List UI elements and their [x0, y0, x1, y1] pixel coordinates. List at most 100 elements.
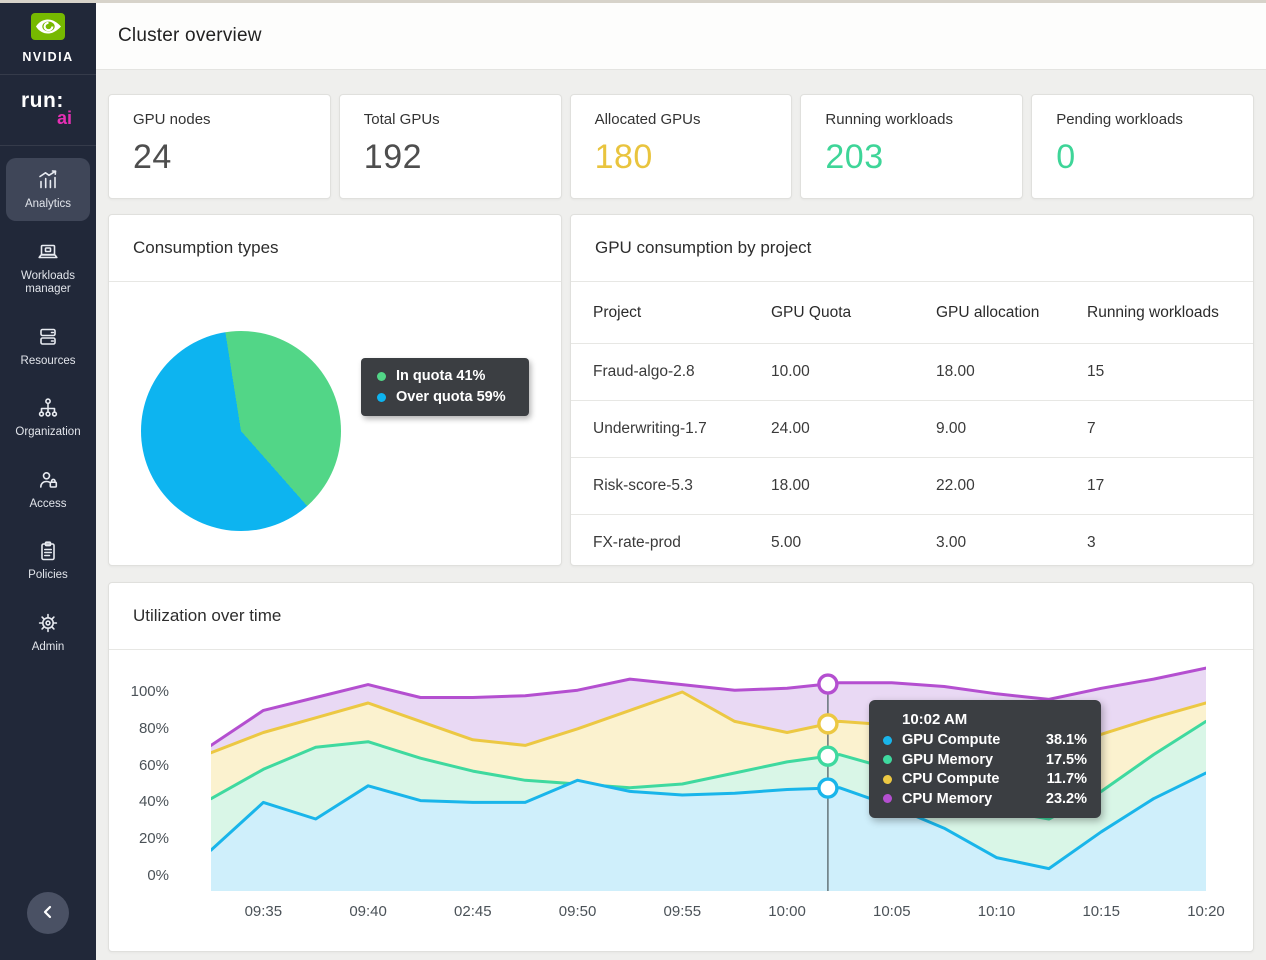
cell-running-workloads: 15 — [1087, 363, 1105, 380]
cell-project: FX-rate-prod — [593, 534, 681, 551]
sidebar-item-resources[interactable]: Resources — [6, 315, 90, 378]
window-top-strip — [0, 0, 1266, 3]
projects-table: Project GPU Quota GPU allocation Running… — [571, 282, 1253, 571]
x-axis-label: 09:55 — [663, 903, 702, 920]
consumption-types-panel: Consumption types In quota 41% Over quot… — [108, 214, 562, 566]
cell-gpu-allocation: 18.00 — [936, 363, 975, 380]
tooltip-row: GPU Compute 38.1% — [883, 732, 1087, 748]
cell-running-workloads: 7 — [1087, 420, 1096, 437]
x-axis-label: 10:20 — [1187, 903, 1225, 920]
org-tree-icon — [36, 396, 60, 420]
table-header-row: Project GPU Quota GPU allocation Running… — [571, 282, 1253, 343]
consumption-pie-chart[interactable] — [141, 331, 341, 531]
nvidia-eye-icon — [27, 12, 69, 47]
stat-value: 0 — [1056, 138, 1076, 176]
stat-label: Running workloads — [825, 111, 953, 128]
sidebar-item-label: Admin — [31, 640, 65, 653]
cell-running-workloads: 3 — [1087, 534, 1096, 551]
reference-marker — [817, 673, 839, 695]
column-header-gpu-quota: GPU Quota — [771, 303, 852, 321]
table-row[interactable]: Risk-score-5.3 18.00 22.00 17 — [571, 457, 1253, 514]
pie-chart-area: In quota 41% Over quota 59% — [109, 282, 561, 567]
sidebar-collapse-button[interactable] — [27, 892, 69, 934]
nvidia-logo: NVIDIA — [0, 0, 96, 75]
panel-title: Utilization over time — [109, 583, 1253, 650]
clipboard-icon — [36, 539, 60, 563]
column-header-running-workloads: Running workloads — [1087, 303, 1219, 321]
cell-gpu-quota: 10.00 — [771, 363, 810, 380]
stat-label: GPU nodes — [133, 111, 211, 128]
cell-gpu-quota: 5.00 — [771, 534, 802, 551]
y-axis-label: 60% — [138, 756, 169, 774]
sidebar: NVIDIA run: ai Analytics — [0, 0, 96, 960]
sidebar-item-label: Policies — [28, 569, 68, 581]
x-axis-label: 02:45 — [454, 903, 492, 920]
series-dot — [883, 755, 892, 764]
sidebar-item-label: Access — [29, 497, 67, 510]
cell-gpu-quota: 18.00 — [771, 477, 810, 494]
utilization-panel: Utilization over time 10:02 AM GPU Compu… — [108, 582, 1254, 952]
page-header: Cluster overview — [96, 3, 1266, 70]
stat-label: Pending workloads — [1056, 111, 1183, 128]
series-line-cpu-memory — [211, 666, 1206, 747]
series-dot — [883, 794, 892, 803]
cell-project: Underwriting-1.7 — [593, 420, 707, 437]
chart-tooltip: 10:02 AM GPU Compute 38.1% GPU Memory 17… — [869, 700, 1101, 818]
x-axis-label: 10:15 — [1082, 903, 1121, 920]
nvidia-wordmark: NVIDIA — [22, 50, 74, 64]
sidebar-item-label: Resources — [20, 354, 76, 367]
cell-project: Risk-score-5.3 — [593, 477, 693, 494]
pie-legend: In quota 41% Over quota 59% — [361, 358, 529, 416]
sidebar-nav: Analytics Workloads manager — [0, 158, 96, 672]
series-line-gpu-compute — [211, 771, 1206, 871]
table-row[interactable]: Fraud-algo-2.8 10.00 18.00 15 — [571, 343, 1253, 400]
cell-running-workloads: 17 — [1087, 477, 1105, 494]
servers-icon — [36, 325, 60, 349]
sidebar-item-access[interactable]: Access — [6, 458, 90, 521]
sidebar-item-organization[interactable]: Organization — [6, 386, 90, 449]
legend-item-over-quota: Over quota 59% — [377, 389, 529, 405]
x-axis-label: 09:50 — [558, 903, 597, 920]
series-dot — [883, 735, 892, 745]
tooltip-row: CPU Memory 23.2% — [883, 791, 1087, 807]
reference-marker — [817, 745, 839, 767]
table-row[interactable]: Underwriting-1.7 24.00 9.00 7 — [571, 400, 1253, 457]
x-axis-label: 10:00 — [768, 903, 806, 920]
sidebar-item-label: Analytics — [24, 198, 72, 210]
sidebar-item-label: Organization — [15, 426, 81, 438]
sidebar-item-admin[interactable]: Admin — [6, 601, 90, 664]
reference-marker — [817, 777, 839, 799]
stat-card-running-workloads: Running workloads 203 — [800, 94, 1024, 199]
sidebar-item-analytics[interactable]: Analytics — [6, 158, 90, 221]
x-axis-label: 09:35 — [244, 903, 283, 920]
laptop-icon — [36, 240, 60, 264]
x-axis-label: 09:40 — [349, 903, 387, 920]
y-axis-label: 40% — [138, 793, 169, 811]
stat-card-pending-workloads: Pending workloads 0 — [1031, 94, 1254, 199]
cell-gpu-allocation: 3.00 — [936, 534, 967, 551]
legend-dot — [377, 371, 386, 381]
reference-marker — [817, 713, 839, 735]
sidebar-item-policies[interactable]: Policies — [6, 529, 90, 592]
y-axis-label: 20% — [138, 830, 169, 848]
utilization-chart-area: 10:02 AM GPU Compute 38.1% GPU Memory 17… — [109, 650, 1253, 953]
gear-icon — [36, 611, 60, 635]
stat-card-gpu-nodes: GPU nodes 24 — [108, 94, 331, 199]
legend-item-in-quota: In quota 41% — [377, 368, 529, 384]
runai-ai-text: ai — [56, 108, 72, 128]
stat-card-total-gpus: Total GPUs 192 — [338, 94, 562, 199]
column-header-gpu-allocation: GPU allocation — [936, 303, 1040, 321]
y-axis-label: 80% — [138, 719, 169, 737]
stat-value: 24 — [133, 138, 172, 176]
x-axis-label: 10:05 — [873, 903, 911, 920]
stat-value: 180 — [594, 138, 653, 176]
runai-run-text: run: — [21, 89, 64, 112]
sidebar-item-workloads-manager[interactable]: Workloads manager — [6, 230, 90, 306]
column-header-project: Project — [593, 303, 642, 321]
stat-value: 192 — [363, 138, 423, 176]
table-row[interactable]: FX-rate-prod 5.00 3.00 3 — [571, 514, 1253, 571]
series-dot — [883, 774, 892, 784]
y-axis-label: 100% — [130, 683, 169, 700]
cell-gpu-allocation: 22.00 — [936, 477, 975, 494]
chevron-left-icon — [38, 902, 58, 925]
